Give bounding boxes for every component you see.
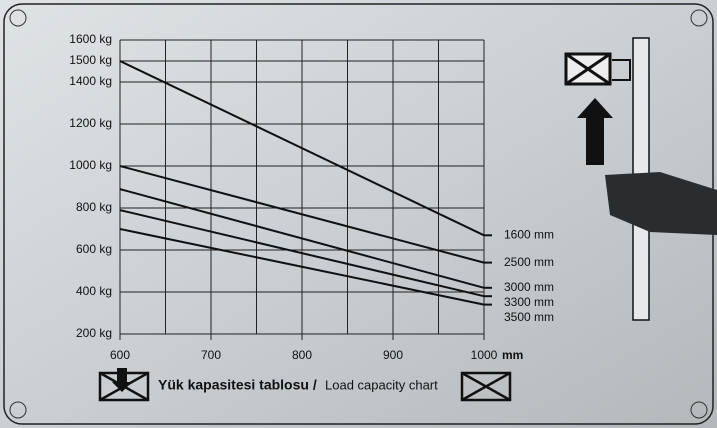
legend-label: 1600 mm	[504, 227, 554, 241]
x-tick-label: 900	[383, 348, 403, 362]
y-tick-label: 1200 kg	[69, 116, 112, 130]
x-tick-label: 700	[201, 348, 221, 362]
y-tick-label: 1400 kg	[69, 74, 112, 88]
chart-subtitle: Load capacity chart	[325, 377, 438, 392]
legend-label: 3300 mm	[504, 295, 554, 309]
x-tick-label: 800	[292, 348, 312, 362]
x-tick-label: 600	[110, 348, 130, 362]
y-tick-label: 600 kg	[76, 242, 112, 256]
y-tick-label: 200 kg	[76, 326, 112, 340]
x-axis-label: mm	[502, 348, 523, 362]
y-tick-label: 800 kg	[76, 200, 112, 214]
page: Yük kapasitesi tablosu / Load capacity c…	[0, 0, 717, 428]
x-tick-label: 1000	[471, 348, 498, 362]
legend-label: 2500 mm	[504, 255, 554, 269]
legend-label: 3500 mm	[504, 310, 554, 324]
y-tick-label: 1000 kg	[69, 158, 112, 172]
y-tick-label: 1500 kg	[69, 53, 112, 67]
y-tick-label: 1600 kg	[69, 32, 112, 46]
chart-title: Yük kapasitesi tablosu /	[158, 377, 317, 393]
legend-label: 3000 mm	[504, 280, 554, 294]
chart: Yük kapasitesi tablosu / Load capacity c…	[0, 0, 717, 428]
y-tick-label: 400 kg	[76, 284, 112, 298]
